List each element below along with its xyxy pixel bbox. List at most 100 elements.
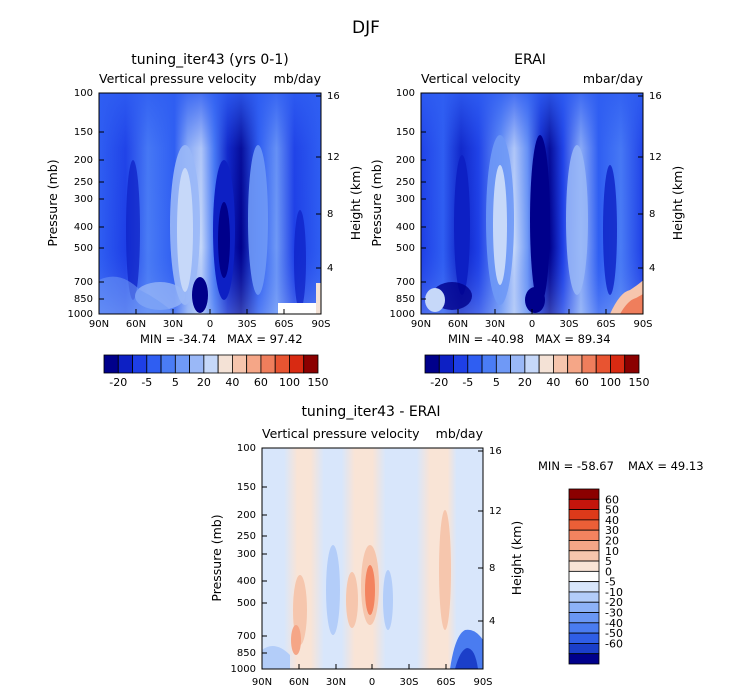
colorbar-swatch: [303, 354, 319, 374]
y-tick-label: 700: [396, 277, 426, 288]
colorbar-label: 20: [518, 376, 532, 389]
svg-text:200: 200: [396, 155, 415, 166]
y2-tick-label: 12: [638, 152, 662, 163]
colorbar-swatch: [289, 354, 305, 374]
stat-min: MIN = -58.67: [538, 459, 614, 473]
y2-tick-label: 4: [316, 263, 333, 274]
x-tick-label: 90N: [89, 309, 109, 330]
colorbar-label: -20: [109, 376, 127, 389]
colorbar-swatch: [624, 354, 640, 374]
colorbar-swatch: [510, 354, 526, 374]
y-tick-label: 1000: [231, 664, 267, 675]
colorbar-label: 100: [279, 376, 300, 389]
y2-tick-label: 8: [638, 209, 655, 220]
svg-text:4: 4: [327, 263, 333, 274]
svg-text:12: 12: [489, 506, 502, 517]
panel-subtitle-right: mb/day: [274, 71, 322, 86]
y-axis-label: Pressure (mb): [369, 159, 384, 246]
svg-text:60N: 60N: [448, 319, 468, 330]
svg-text:200: 200: [237, 510, 256, 521]
svg-text:850: 850: [396, 294, 415, 305]
colorbar-label: 20: [197, 376, 211, 389]
svg-text:60S: 60S: [436, 677, 455, 688]
x-tick-label: 60S: [596, 309, 616, 330]
stat-min: MIN = -34.74: [140, 332, 216, 346]
svg-text:60N: 60N: [126, 319, 146, 330]
colorbar-label: 60: [575, 376, 589, 389]
plot-area: [261, 447, 484, 670]
svg-text:30N: 30N: [326, 677, 346, 688]
panel-difference: tuning_iter43 - ERAI Vertical pressure v…: [209, 404, 704, 688]
colorbar-swatch: [568, 612, 600, 624]
x-tick-label: 0: [369, 664, 375, 688]
y-axis-right: Height (km) 16 12 8 4: [478, 446, 524, 627]
colorbar-swatch: [453, 354, 469, 374]
y-tick-label: 300: [237, 549, 267, 560]
colorbar-swatch: [568, 488, 600, 500]
svg-text:90S: 90S: [633, 319, 652, 330]
svg-text:700: 700: [74, 277, 93, 288]
y-tick-label: 200: [237, 510, 267, 521]
y-tick-label: 300: [396, 194, 426, 205]
svg-text:300: 300: [396, 194, 415, 205]
svg-text:60S: 60S: [596, 319, 615, 330]
colorbar-label: -60: [605, 637, 623, 650]
y-tick-label: 250: [74, 177, 104, 188]
x-tick-label: 30N: [485, 309, 505, 330]
svg-text:90S: 90S: [473, 677, 492, 688]
y-axis-left: Pressure (mb) 100 150 200 250 300 400 50…: [209, 443, 267, 675]
svg-text:60S: 60S: [274, 319, 293, 330]
colorbar-swatch: [568, 581, 600, 593]
y2-tick-label: 12: [316, 152, 340, 163]
svg-text:0: 0: [207, 319, 213, 330]
y2-tick-label: 16: [638, 91, 662, 102]
panel-subtitle-left: Vertical pressure velocity: [262, 426, 420, 441]
colorbar-label: -50: [605, 627, 623, 640]
stat-min: MIN = -40.98: [448, 332, 524, 346]
y-tick-label: 150: [74, 127, 104, 138]
colorbar-label: 5: [605, 555, 612, 568]
colorbar-swatch: [568, 550, 600, 562]
colorbar-swatch: [568, 560, 600, 572]
svg-text:200: 200: [74, 155, 93, 166]
colorbar-swatch: [581, 354, 597, 374]
colorbar-swatch: [274, 354, 290, 374]
svg-text:1000: 1000: [390, 309, 415, 320]
y-tick-label: 250: [237, 531, 267, 542]
x-tick-label: 30S: [399, 664, 419, 688]
panel-title: ERAI: [514, 52, 546, 68]
svg-text:90S: 90S: [311, 319, 330, 330]
y-tick-label: 700: [74, 277, 104, 288]
y2-tick-label: 16: [478, 446, 502, 457]
colorbar-swatch: [260, 354, 276, 374]
y-tick-label: 200: [396, 155, 426, 166]
colorbar-label: -20: [605, 596, 623, 609]
colorbar-label: 10: [605, 545, 619, 558]
svg-text:500: 500: [74, 243, 93, 254]
y-axis-label: Pressure (mb): [209, 514, 224, 601]
svg-text:250: 250: [237, 531, 256, 542]
y-tick-label: 100: [74, 88, 104, 99]
svg-text:30S: 30S: [237, 319, 256, 330]
svg-text:700: 700: [396, 277, 415, 288]
x-tick-label: 60S: [436, 664, 456, 688]
colorbar-swatch: [567, 354, 583, 374]
y-tick-label: 850: [237, 648, 267, 659]
y-axis-right: Height (km) 16 12 8 4: [316, 91, 363, 274]
y-tick-label: 150: [396, 127, 426, 138]
y-tick-label: 100: [396, 88, 426, 99]
y-tick-label: 850: [74, 294, 104, 305]
svg-text:300: 300: [237, 549, 256, 560]
x-axis: 90N 60N 30N 0 30S 60S 90S: [89, 309, 331, 330]
y-axis-right: Height (km) 16 12 8 4: [638, 91, 685, 274]
stat-max: MAX = 97.42: [227, 332, 303, 346]
y-tick-label: 1000: [390, 309, 426, 320]
y-tick-label: 300: [74, 194, 104, 205]
y-axis-label: Pressure (mb): [45, 159, 60, 246]
panel-title: tuning_iter43 - ERAI: [301, 404, 440, 420]
x-tick-label: 90S: [473, 664, 493, 688]
svg-text:60N: 60N: [289, 677, 309, 688]
colorbar-swatch: [117, 354, 133, 374]
svg-text:8: 8: [489, 563, 495, 574]
colorbar-swatch: [568, 653, 600, 665]
